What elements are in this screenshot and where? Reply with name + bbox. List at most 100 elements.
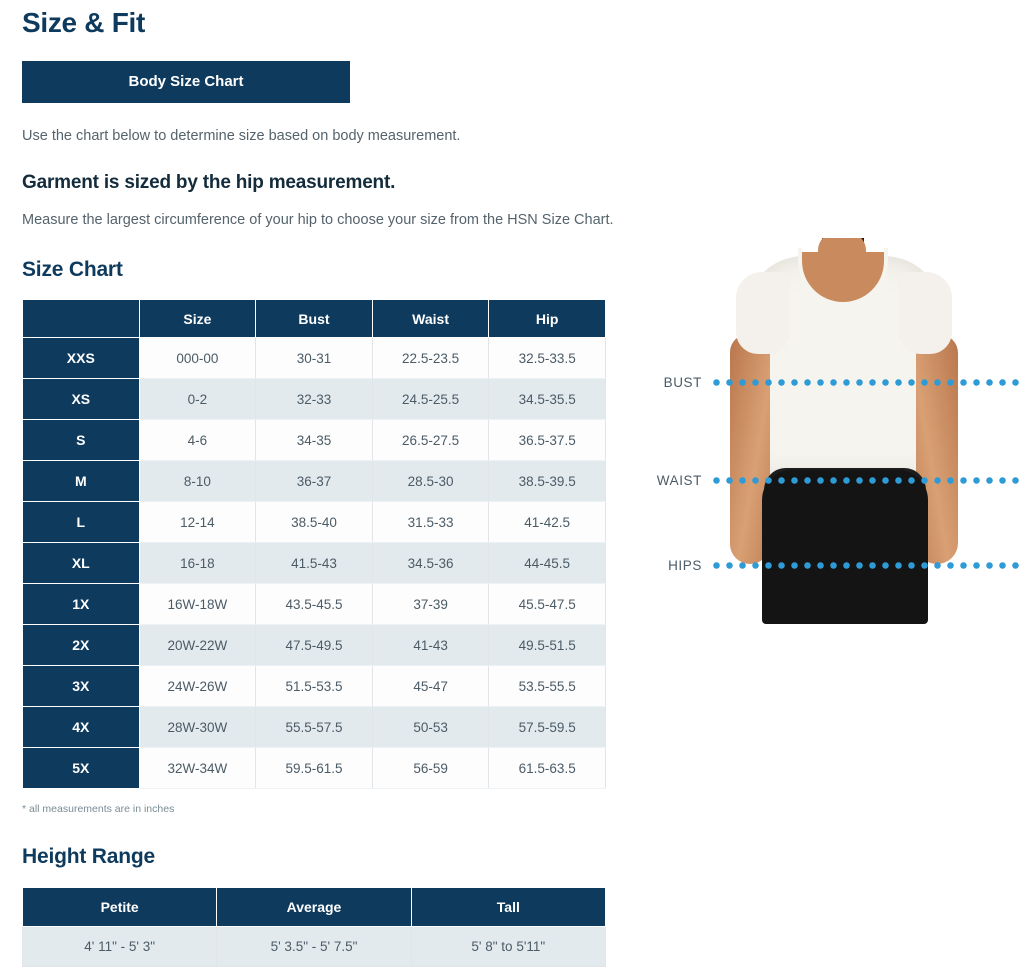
size-row-label: 2X <box>22 624 140 667</box>
intro-description: Use the chart below to determine size ba… <box>22 127 461 144</box>
table-row: 1X 16W-18W 43.5-45.5 37-39 45.5-47.5 <box>22 583 606 626</box>
cell-bust: 32-33 <box>255 378 373 421</box>
cell-waist: 34.5-36 <box>371 542 490 585</box>
cell-bust: 59.5-61.5 <box>255 747 373 790</box>
waist-measure-line: WAIST <box>640 472 1024 488</box>
height-range-table: Petite Average Tall 4' 11" - 5' 3" 5' 3.… <box>21 886 607 967</box>
cell-bust: 36-37 <box>255 460 373 503</box>
table-header-row: Size Bust Waist Hip <box>22 299 606 339</box>
size-row-label: XXS <box>22 337 140 380</box>
cell-waist: 37-39 <box>371 583 490 626</box>
hip-measurement-subtext: Measure the largest circumference of you… <box>22 211 614 228</box>
cell-size: 000-00 <box>138 337 257 380</box>
cell-size: 12-14 <box>138 501 257 544</box>
cell-waist: 22.5-23.5 <box>371 337 490 380</box>
cell-hip: 53.5-55.5 <box>488 665 606 708</box>
cell-size: 16-18 <box>138 542 257 585</box>
measurements-footnote: * all measurements are in inches <box>22 803 175 816</box>
size-row-label: S <box>22 419 140 462</box>
cell-waist: 31.5-33 <box>371 501 490 544</box>
column-header-tall: Tall <box>410 886 607 927</box>
waist-label: WAIST <box>656 472 702 488</box>
model-right-sleeve <box>898 272 952 354</box>
column-header-size: Size <box>138 299 257 339</box>
size-row-label: 1X <box>22 583 140 626</box>
table-row: XXS 000-00 30-31 22.5-23.5 32.5-33.5 <box>22 337 606 380</box>
cell-waist: 26.5-27.5 <box>371 419 490 462</box>
size-chart-table: Size Bust Waist Hip XXS 000-00 30-31 22.5-2… <box>22 299 606 790</box>
page-title: Size & Fit <box>22 7 146 38</box>
cell-bust: 38.5-40 <box>255 501 373 544</box>
cell-size: 16W-18W <box>138 583 257 626</box>
cell-size: 20W-22W <box>138 624 257 667</box>
cell-waist: 50-53 <box>371 706 490 749</box>
table-row: M 8-10 36-37 28.5-30 38.5-39.5 <box>22 460 606 503</box>
size-row-label: XS <box>22 378 140 421</box>
cell-bust: 51.5-53.5 <box>255 665 373 708</box>
hips-dotted-line-icon <box>710 561 1024 569</box>
table-row: 5X 32W-34W 59.5-61.5 56-59 61.5-63.5 <box>22 747 606 790</box>
cell-size: 28W-30W <box>138 706 257 749</box>
size-row-label: 5X <box>22 747 140 790</box>
height-value-tall: 5' 8" to 5'11" <box>410 925 607 967</box>
table-row: L 12-14 38.5-40 31.5-33 41-42.5 <box>22 501 606 544</box>
hips-measure-line: HIPS <box>640 557 1024 573</box>
height-value-petite: 4' 11" - 5' 3" <box>21 925 218 967</box>
size-chart-heading: Size Chart <box>22 257 123 281</box>
cell-bust: 34-35 <box>255 419 373 462</box>
body-size-chart-button[interactable]: Body Size Chart <box>22 60 350 103</box>
cell-size: 0-2 <box>138 378 257 421</box>
cell-hip: 57.5-59.5 <box>488 706 606 749</box>
cell-waist: 24.5-25.5 <box>371 378 490 421</box>
cell-hip: 44-45.5 <box>488 542 606 585</box>
cell-bust: 41.5-43 <box>255 542 373 585</box>
cell-waist: 41-43 <box>371 624 490 667</box>
column-header-hip: Hip <box>488 299 606 339</box>
cell-hip: 61.5-63.5 <box>488 747 606 790</box>
size-row-label: 3X <box>22 665 140 708</box>
cell-size: 4-6 <box>138 419 257 462</box>
cell-bust: 47.5-49.5 <box>255 624 373 667</box>
height-header-row: Petite Average Tall <box>21 886 607 927</box>
size-row-label: M <box>22 460 140 503</box>
cell-hip: 38.5-39.5 <box>488 460 606 503</box>
cell-waist: 56-59 <box>371 747 490 790</box>
model-pants <box>762 470 928 624</box>
cell-bust: 55.5-57.5 <box>255 706 373 749</box>
cell-size: 32W-34W <box>138 747 257 790</box>
table-row: XS 0-2 32-33 24.5-25.5 34.5-35.5 <box>22 378 606 421</box>
waist-dotted-line-icon <box>710 476 1024 484</box>
cell-size: 24W-26W <box>138 665 257 708</box>
size-row-label: 4X <box>22 706 140 749</box>
cell-hip: 49.5-51.5 <box>488 624 606 667</box>
left-content-column: Size & Fit Body Size Chart Use the chart… <box>21 0 622 967</box>
cell-hip: 45.5-47.5 <box>488 583 606 626</box>
column-header-average: Average <box>216 886 412 927</box>
hip-measurement-heading: Garment is sized by the hip measurement. <box>22 171 396 193</box>
table-row: 4' 11" - 5' 3" 5' 3.5" - 5' 7.5" 5' 8" t… <box>21 925 607 967</box>
table-row: XL 16-18 41.5-43 34.5-36 44-45.5 <box>22 542 606 585</box>
model-left-sleeve <box>736 272 790 354</box>
column-header-bust: Bust <box>255 299 373 339</box>
column-header-waist: Waist <box>371 299 490 339</box>
cell-hip: 36.5-37.5 <box>488 419 606 462</box>
cell-hip: 34.5-35.5 <box>488 378 606 421</box>
column-header-corner <box>22 299 140 339</box>
height-value-average: 5' 3.5" - 5' 7.5" <box>216 925 412 967</box>
bust-label: BUST <box>663 374 702 390</box>
cell-hip: 32.5-33.5 <box>488 337 606 380</box>
table-row: 3X 24W-26W 51.5-53.5 45-47 53.5-55.5 <box>22 665 606 708</box>
cell-waist: 45-47 <box>371 665 490 708</box>
table-row: 4X 28W-30W 55.5-57.5 50-53 57.5-59.5 <box>22 706 606 749</box>
model-photo <box>710 238 972 624</box>
table-row: S 4-6 34-35 26.5-27.5 36.5-37.5 <box>22 419 606 462</box>
hips-label: HIPS <box>668 557 702 573</box>
table-row: 2X 20W-22W 47.5-49.5 41-43 49.5-51.5 <box>22 624 606 667</box>
bust-measure-line: BUST <box>640 374 1024 390</box>
cell-size: 8-10 <box>138 460 257 503</box>
cell-bust: 43.5-45.5 <box>255 583 373 626</box>
size-row-label: L <box>22 501 140 544</box>
cell-bust: 30-31 <box>255 337 373 380</box>
measurement-diagram: BUST WAIST HIPS <box>640 238 1024 630</box>
bust-dotted-line-icon <box>710 378 1024 386</box>
